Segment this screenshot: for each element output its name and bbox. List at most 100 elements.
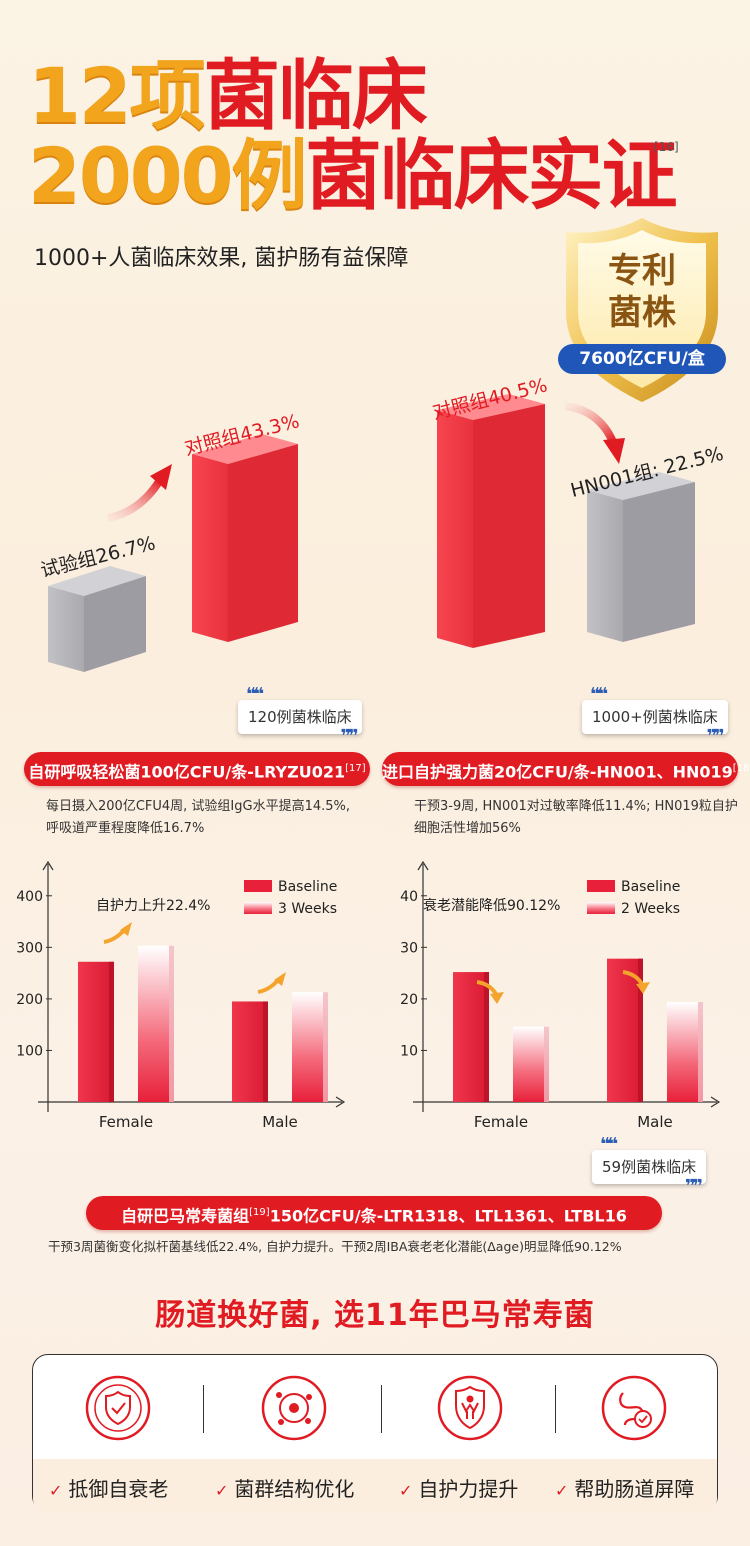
y-tick-label: 30: [400, 940, 418, 956]
quote-open-icon: ❝❝: [600, 1134, 618, 1155]
study1-control-bar: [192, 434, 298, 642]
headline-count: 12项: [28, 51, 206, 140]
y-tick-label: 400: [16, 889, 43, 905]
y-tick-label: 20: [400, 992, 418, 1008]
x-tick-label: Male: [262, 1113, 298, 1131]
study3-strain-prefix: 自研巴马常寿菌组: [121, 1206, 250, 1226]
benefit-2: ✓ 菌群结构优化: [215, 1473, 354, 1502]
badge-line-1: 专利: [608, 251, 676, 291]
study1-desc-line-1: 每日摄入200亿CFU4周, 试验组IgG水平提高14.5%,: [46, 799, 351, 814]
study3-strain-pill: 自研巴马常寿菌组[19]150亿CFU/条-LTR1318、LTL1361、LT…: [86, 1196, 662, 1230]
chart-immunity: 100 200 300 400 Female Male Baseline 3 Weeks 自护力…: [16, 860, 346, 1131]
study2-down-arrow: [564, 402, 617, 444]
badge-line-2: 菌株: [608, 293, 676, 333]
study1-desc-line-2: 呼吸道严重程度降低16.7%: [46, 821, 205, 836]
benefit-4-label: 帮助肠道屏障: [574, 1477, 695, 1501]
study2-desc-line-1: 干预3-9周, HN001对过敏率降低11.4%; HN019粒自护: [414, 799, 738, 814]
y-tick-label: 10: [400, 1043, 418, 1059]
legend-swatch: [244, 902, 272, 914]
headline-cases: 2000例: [28, 131, 308, 220]
benefit-4: ✓ 帮助肠道屏障: [555, 1473, 694, 1502]
benefit-3: ✓ 自护力提升: [399, 1473, 518, 1502]
benefit-1-label: 抵御自衰老: [68, 1477, 169, 1501]
x-tick-label: Female: [99, 1113, 153, 1131]
benefits-strip: [33, 1459, 717, 1513]
study2-strain-ref: [18]: [732, 763, 750, 774]
quote-close-icon: ❞❞: [684, 1176, 703, 1197]
quote-open-icon: ❝❝: [590, 684, 608, 705]
quote-open-icon: ❝❝: [246, 684, 264, 705]
study3-strain-suffix: 150亿CFU/条-LTR1318、LTL1361、LTBL16: [269, 1206, 627, 1226]
study2-strain-pill: 进口自护强力菌20亿CFU/条-HN001、HN019[18]: [382, 752, 750, 786]
chart-annotation: 自护力上升22.4%: [96, 898, 210, 914]
legend-swatch: [587, 880, 615, 892]
benefit-2-label: 菌群结构优化: [234, 1477, 355, 1501]
x-tick-label: Male: [637, 1113, 673, 1131]
legend-label: Baseline: [621, 879, 680, 895]
patent-badge: 专利 菌株 7600亿CFU/盒: [556, 216, 728, 406]
y-tick-label: 40: [400, 889, 418, 905]
study1-bubble-text: 120例菌株临床: [238, 700, 362, 734]
check-icon: ✓: [399, 1481, 413, 1500]
headline-reference: [16]: [654, 140, 679, 154]
legend-label: Baseline: [278, 879, 337, 895]
study3-bubble-text: 59例菌株临床: [592, 1150, 707, 1184]
benefit-3-label: 自护力提升: [418, 1477, 519, 1501]
study2-description: 干预3-9周, HN001对过敏率降低11.4%; HN019粒自护 细胞活性增…: [414, 796, 744, 840]
legend-label: 3 Weeks: [278, 901, 337, 917]
study1-strain-ref: [17]: [345, 763, 366, 774]
headline-line-2: 2000例菌临床实证: [28, 138, 678, 214]
study2-strain-text: 进口自护强力菌20亿CFU/条-HN001、HN019: [382, 762, 733, 782]
quote-close-icon: ❞❞: [340, 726, 359, 747]
bar-baseline: [78, 961, 114, 1102]
shield-icon: [85, 1375, 151, 1441]
study1-description: 每日摄入200亿CFU4周, 试验组IgG水平提高14.5%, 呼吸道严重程度降…: [46, 796, 376, 840]
study2-test-bar: [587, 472, 695, 642]
study3-description: 干预3周菌衡变化拟杆菌基线低22.4%, 自护力提升。干预2周IBA衰老老化潜能…: [48, 1239, 622, 1254]
bar-after: [138, 945, 174, 1102]
check-icon: ✓: [555, 1481, 569, 1500]
badge-ribbon: 7600亿CFU/盒: [579, 349, 705, 369]
study1-case-bubble: ❝❝ 120例菌株临床 ❞❞: [238, 686, 362, 746]
slogan: 肠道换好菌, 选11年巴马常寿菌: [155, 1298, 595, 1333]
study2-desc-line-2: 细胞活性增加56%: [414, 821, 521, 836]
study1-bars: [48, 434, 298, 672]
bar-baseline: [232, 1001, 268, 1102]
study2-control-bar: [437, 394, 545, 648]
chart-aging: 10 20 30 40 Female Male Baseline 2 Weeks 衰老潜能降低9…: [400, 860, 721, 1131]
y-tick-label: 100: [16, 1043, 43, 1059]
benefits-panel: ✓ 抵御自衰老 ✓ 菌群结构优化 ✓ 自护力提升 ✓ 帮助肠道屏障: [32, 1354, 718, 1513]
study3-case-bubble: ❝❝ 59例菌株临床 ❞❞: [592, 1136, 707, 1196]
y-tick-label: 300: [16, 940, 43, 956]
bar-baseline: [607, 958, 643, 1102]
legend-label: 2 Weeks: [621, 901, 680, 917]
intestine-icon: [601, 1375, 667, 1441]
headline-topic: 菌临床: [203, 51, 428, 140]
benefit-1: ✓ 抵御自衰老: [49, 1473, 168, 1502]
study2-case-bubble: ❝❝ 1000+例菌株临床 ❞❞: [582, 686, 728, 746]
x-tick-label: Female: [474, 1113, 528, 1131]
check-icon: ✓: [49, 1481, 63, 1500]
study1-test-bar: [48, 566, 146, 672]
quote-close-icon: ❞❞: [706, 726, 725, 747]
bar-after: [292, 992, 328, 1102]
chart-annotation: 衰老潜能降低90.12%: [423, 897, 560, 914]
study2-bubble-text: 1000+例菌株临床: [582, 700, 728, 734]
study1-strain-pill: 自研呼吸轻松菌100亿CFU/条-LRYZU021[17]: [24, 752, 370, 786]
study2-bars: [437, 394, 695, 648]
study3-strain-ref: [19]: [249, 1207, 270, 1218]
bar-baseline: [453, 972, 489, 1102]
bar-after: [513, 1026, 549, 1102]
bacteria-icon: [261, 1375, 327, 1441]
headline-line-1: 12项菌临床: [28, 58, 428, 134]
legend-swatch: [587, 902, 615, 914]
check-icon: ✓: [215, 1481, 229, 1500]
bar-after: [667, 1001, 703, 1102]
shield-badge-icon: [558, 218, 726, 402]
headline-proof: 菌临床实证: [305, 131, 678, 220]
y-tick-label: 200: [16, 992, 43, 1008]
legend-swatch: [244, 880, 272, 892]
page-subtitle: 1000+人菌临床效果, 菌护肠有益保障: [34, 246, 409, 271]
strength-icon: [437, 1375, 503, 1441]
